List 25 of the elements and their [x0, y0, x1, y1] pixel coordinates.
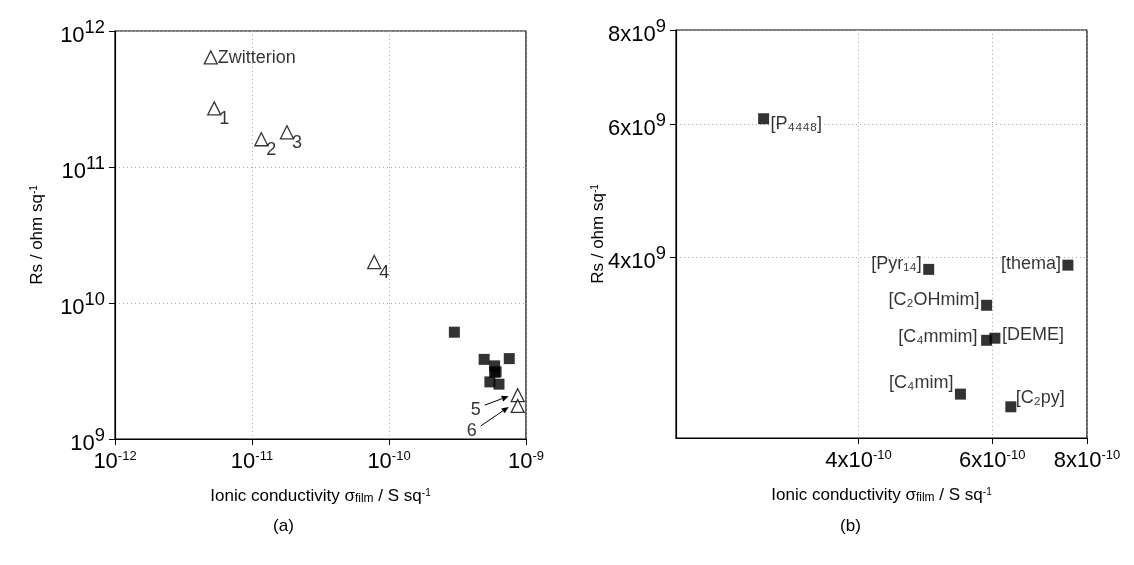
y-tick-label: 4x10$^{9}$ [608, 241, 666, 273]
annotation: Zwitterion [217, 47, 296, 68]
annotation: [DEME] [1001, 324, 1064, 345]
y-tick-label: 8x10$^{9}$ [608, 14, 666, 46]
annotation: [C₄mmim] [898, 326, 978, 347]
annotation: 6 [466, 419, 477, 440]
text: (b) [840, 516, 861, 535]
annotation: [C₂py] [1015, 386, 1065, 407]
y-tick-label: 10$^{11}$ [61, 151, 105, 183]
annotation: [Pyr₁₄] [871, 253, 922, 274]
annotation: 1 [219, 108, 230, 129]
annotation: [thema] [1000, 253, 1061, 274]
annotation: 3 [291, 132, 302, 153]
y-axis-title: Rs / ohm sq-1 [27, 184, 46, 285]
y-tick-label: 10$^{12}$ [60, 15, 105, 47]
annotation: 4 [379, 262, 390, 283]
annotation: 5 [470, 399, 481, 420]
annotation: [C₂OHmim] [888, 289, 980, 310]
annotation: [C₄mim] [889, 372, 954, 393]
text: (a) [273, 516, 294, 535]
annotation: [P₄₄₄₈] [770, 112, 823, 133]
annotation: 2 [266, 139, 277, 160]
y-axis-title: Rs / ohm sq-1 [588, 183, 607, 284]
y-tick-label: 6x10$^{9}$ [608, 108, 666, 140]
y-tick-label: 10$^{10}$ [60, 287, 105, 319]
